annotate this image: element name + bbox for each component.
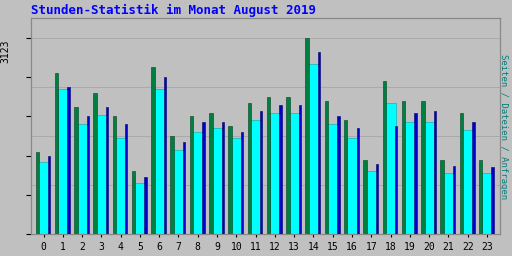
Bar: [376, 164, 378, 234]
Bar: [144, 177, 147, 234]
Bar: [77, 124, 88, 234]
Bar: [68, 87, 70, 234]
Bar: [298, 105, 301, 234]
Bar: [492, 167, 494, 234]
Bar: [212, 128, 222, 234]
Bar: [462, 130, 473, 234]
Bar: [344, 120, 348, 234]
Bar: [115, 138, 126, 234]
Bar: [364, 160, 367, 234]
Bar: [38, 162, 49, 234]
Bar: [443, 173, 454, 234]
Bar: [280, 105, 282, 234]
Bar: [460, 113, 463, 234]
Bar: [228, 126, 232, 234]
Bar: [113, 116, 116, 234]
Bar: [260, 111, 263, 234]
Bar: [74, 107, 77, 234]
Bar: [306, 38, 309, 234]
Bar: [402, 101, 406, 234]
Bar: [231, 138, 242, 234]
Bar: [164, 77, 166, 234]
Bar: [453, 166, 455, 234]
Bar: [337, 116, 339, 234]
Bar: [222, 122, 224, 234]
Bar: [135, 183, 145, 234]
Bar: [202, 122, 205, 234]
Bar: [93, 93, 97, 234]
Bar: [209, 113, 212, 234]
Bar: [183, 142, 185, 234]
Bar: [35, 152, 39, 234]
Bar: [404, 122, 415, 234]
Y-axis label: Seiten / Dateien / Anfragen: Seiten / Dateien / Anfragen: [499, 54, 508, 199]
Bar: [106, 107, 108, 234]
Bar: [421, 101, 424, 234]
Bar: [173, 150, 184, 234]
Bar: [434, 111, 436, 234]
Bar: [482, 173, 492, 234]
Bar: [267, 97, 270, 234]
Bar: [414, 113, 417, 234]
Bar: [132, 172, 135, 234]
Bar: [241, 132, 243, 234]
Bar: [48, 156, 50, 234]
Bar: [479, 160, 482, 234]
Bar: [96, 114, 106, 234]
Bar: [385, 103, 396, 234]
Bar: [347, 138, 357, 234]
Bar: [472, 122, 475, 234]
Bar: [87, 116, 89, 234]
Bar: [170, 136, 174, 234]
Bar: [154, 89, 164, 234]
Bar: [328, 124, 338, 234]
Bar: [424, 122, 434, 234]
Text: Stunden-Statistik im Monat August 2019: Stunden-Statistik im Monat August 2019: [31, 4, 316, 17]
Bar: [270, 113, 280, 234]
Bar: [55, 73, 58, 234]
Bar: [57, 89, 68, 234]
Bar: [395, 126, 397, 234]
Bar: [366, 172, 377, 234]
Bar: [125, 124, 127, 234]
Bar: [356, 128, 359, 234]
Bar: [325, 101, 328, 234]
Bar: [286, 97, 290, 234]
Bar: [382, 81, 386, 234]
Bar: [308, 63, 319, 234]
Text: 3123: 3123: [0, 40, 10, 63]
Bar: [248, 103, 251, 234]
Bar: [440, 160, 444, 234]
Bar: [289, 113, 300, 234]
Bar: [190, 116, 193, 234]
Bar: [250, 120, 261, 234]
Bar: [151, 67, 155, 234]
Bar: [193, 132, 203, 234]
Bar: [318, 52, 321, 234]
